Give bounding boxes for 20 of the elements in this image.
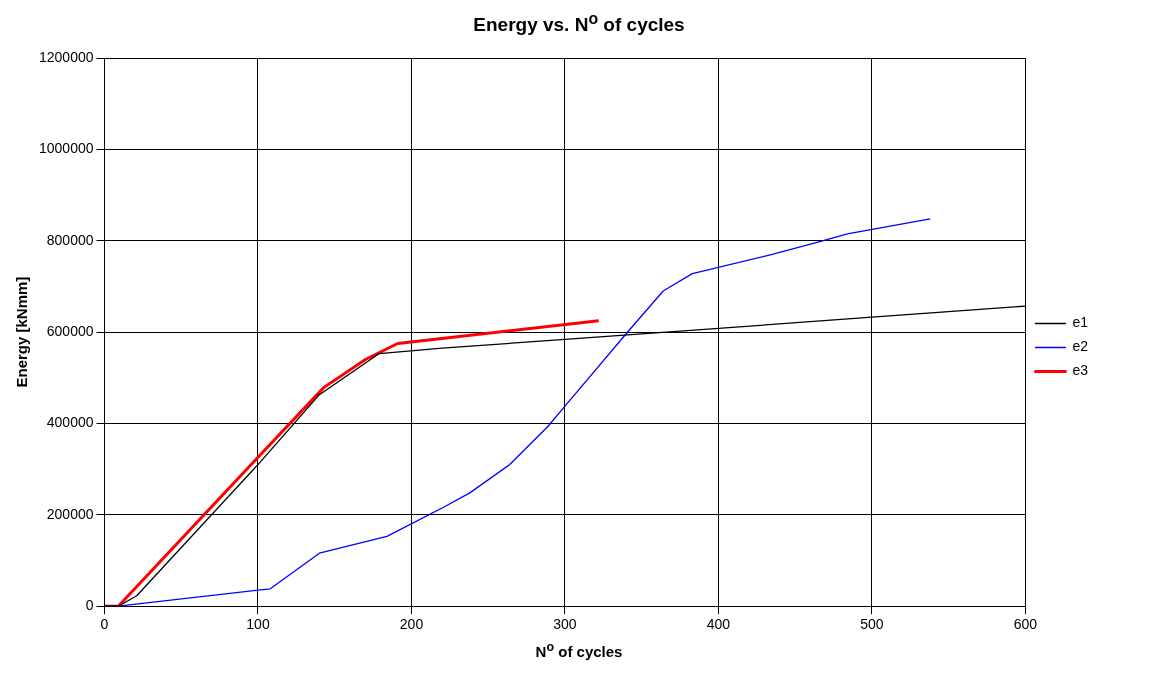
x-tick-label: 300 [553, 616, 577, 633]
x-tick-label: 500 [860, 616, 884, 633]
x-tick-label: 0 [100, 616, 109, 633]
y-tick-label: 0 [85, 597, 94, 614]
y-tick-label: 400000 [46, 414, 94, 431]
x-axis-title: N$^{o}$ of cycles [534, 640, 624, 660]
legend-label: e2 [1072, 338, 1089, 355]
legend-label: e3 [1072, 362, 1089, 379]
y-tick-label: 1200000 [38, 48, 94, 65]
legend-label: e1 [1072, 314, 1089, 331]
y-tick-label: 200000 [46, 505, 94, 522]
y-tick-label: 600000 [46, 322, 94, 339]
x-tick-label: 200 [399, 616, 424, 633]
y-axis-title: Energy [kNmm] [13, 276, 31, 388]
y-tick-label: 1000000 [38, 140, 94, 157]
x-tick-label: 600 [1013, 616, 1038, 633]
x-tick-label: 100 [246, 616, 270, 633]
chart-title: Energy vs. N$^{o}$ of cycles [472, 10, 686, 37]
y-tick-label: 800000 [46, 231, 94, 248]
x-tick-label: 400 [706, 616, 731, 633]
